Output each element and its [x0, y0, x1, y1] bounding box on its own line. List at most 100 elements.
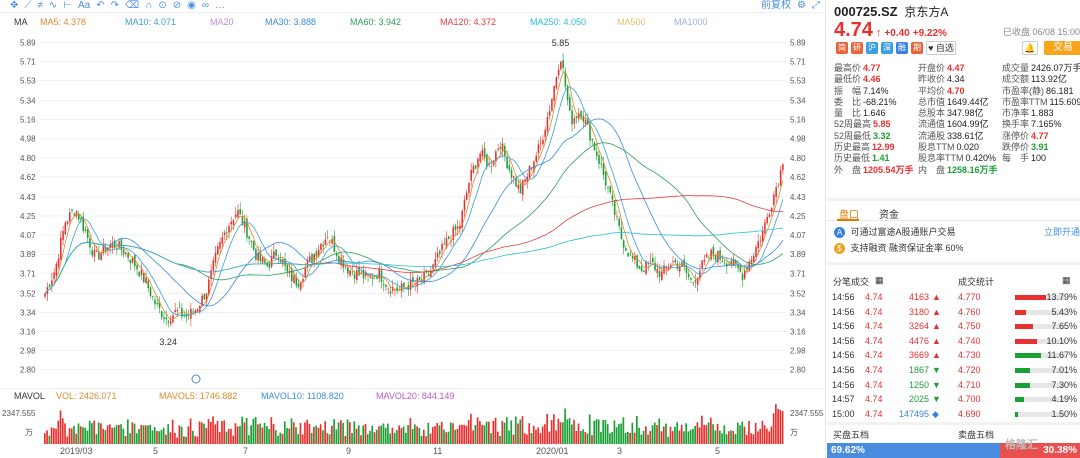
volume-bar	[736, 422, 739, 444]
candle-body	[73, 213, 76, 216]
more-icon[interactable]: …	[215, 0, 225, 11]
volume-bar	[775, 404, 777, 444]
feature-icon-1[interactable]: 简	[836, 42, 848, 54]
eye-icon[interactable]: ◉	[187, 0, 196, 11]
lock-icon[interactable]: ⊙	[158, 0, 167, 11]
volume-bar	[539, 433, 542, 444]
redo-icon[interactable]: ↷	[110, 0, 120, 11]
candle-body	[616, 216, 618, 217]
tick-header-right: 成交统计	[958, 277, 995, 287]
volume-chart[interactable]: 2347.555 万 2347.555 万	[0, 402, 826, 446]
volume-bar	[748, 420, 750, 444]
price-chart[interactable]: 5.89 5.89 5.71 5.71 5.53 5.53 5.34 5.34 5.16 5.16…	[0, 30, 826, 388]
tick-list[interactable]: 14:56 4.74 4163 ▲ 4.770 13.79% 14:56 4.74 3180 ▲ 4…	[827, 290, 1080, 421]
buy-ratio: 69.62%	[831, 445, 865, 456]
volume-bar	[113, 427, 116, 444]
volume-bar	[680, 424, 683, 444]
tick-price: 4.74	[865, 350, 883, 361]
stat-bar-fill	[1015, 338, 1037, 344]
candle-body	[369, 275, 372, 278]
tick-row: 14:57 4.74 2025 ▼ 4.700 4.19%	[827, 392, 1080, 407]
candle-body	[773, 194, 775, 206]
crosshair-tool-icon[interactable]: ✥	[10, 0, 19, 11]
feature-icon-6[interactable]: 期	[911, 42, 923, 54]
candle-body	[221, 237, 224, 244]
magnet-icon[interactable]: ∩	[145, 0, 153, 11]
volume-bar	[685, 423, 688, 444]
candle-body	[174, 310, 176, 313]
candle-body	[504, 145, 506, 156]
candle-body	[306, 260, 309, 266]
tick-settings-icon[interactable]: ▦	[875, 275, 884, 285]
candle-body	[418, 276, 421, 281]
tab-capital[interactable]: 资金	[879, 210, 899, 221]
trend-line-tool-icon[interactable]: ⟋	[24, 0, 32, 11]
y-tick-right-2: 5.53	[790, 76, 806, 85]
stat-bar-fill	[1015, 324, 1033, 330]
candle-body	[609, 186, 611, 193]
candle-body	[743, 270, 746, 279]
wave-tool-icon[interactable]: ∿	[48, 0, 58, 11]
feature-icon-2[interactable]: 研	[851, 42, 863, 54]
volume-bar	[613, 420, 616, 444]
legend-item-4: MA30: 3.888	[265, 17, 317, 27]
stat-bar-fill	[1015, 353, 1042, 359]
add-favorite-button[interactable]: ♥ 自选	[926, 41, 956, 55]
buy-book-label: 买盘五档	[833, 430, 870, 440]
volume-bar	[322, 430, 324, 444]
feature-icon-5[interactable]: 融	[896, 42, 908, 54]
volume-bar	[70, 428, 73, 444]
volume-bar	[317, 427, 320, 444]
bell-icon[interactable]: 🔔	[1022, 41, 1038, 55]
volume-bar	[620, 423, 622, 444]
volume-bar	[333, 419, 335, 444]
y-tick-left-8: 4.43	[20, 193, 36, 202]
hide-icon[interactable]: ⊘	[172, 0, 182, 11]
volume-bar	[52, 428, 55, 444]
fullscreen-icon[interactable]: ⤢	[812, 0, 820, 11]
stat-cell: 成交量 2426.07万手	[1002, 63, 1080, 74]
tick-volume: 1250	[908, 379, 929, 390]
volume-bar	[701, 415, 703, 444]
volume-bar	[618, 424, 620, 444]
candle-body	[598, 155, 600, 164]
parallel-line-tool-icon[interactable]: ≠	[37, 0, 43, 11]
stat-cell: 平均价 4.70	[918, 86, 1002, 97]
text-tool-icon[interactable]: Aa	[78, 0, 91, 11]
stat-cell: 跌停价 3.91	[1002, 142, 1080, 153]
settings-icon[interactable]: ⚙	[797, 0, 806, 11]
volume-bar	[93, 420, 96, 444]
tab-order-book[interactable]: 盘口	[839, 210, 859, 221]
undo-icon[interactable]: ↶	[96, 0, 105, 11]
candle-body	[636, 255, 638, 268]
volume-bar	[46, 430, 48, 444]
stats-settings-icon[interactable]: ▦	[1062, 275, 1071, 285]
feature-icon-3[interactable]: 沪	[866, 42, 878, 54]
divider	[827, 422, 1080, 425]
stat-cell	[1002, 165, 1080, 176]
candle-body	[214, 252, 217, 263]
volume-bar	[270, 417, 273, 444]
adjust-dropdown[interactable]: 前复权	[761, 0, 792, 11]
volume-bar	[678, 430, 681, 444]
candle-body	[241, 216, 244, 225]
volume-bar	[230, 428, 232, 444]
volume-bar	[508, 430, 510, 444]
candle-body	[506, 157, 508, 169]
trade-button[interactable]: 交易	[1044, 41, 1080, 55]
link-icon[interactable]: ∞	[201, 0, 209, 11]
volume-bar	[416, 426, 418, 444]
candle-body	[93, 249, 96, 257]
delete-icon[interactable]: ⌫	[125, 0, 140, 11]
stat-cell: 历史最高 12.99	[834, 142, 918, 153]
open-account-link[interactable]: 立即开通	[1043, 227, 1080, 237]
volume-bar	[624, 433, 627, 444]
feature-icon-4[interactable]: 深	[881, 42, 893, 54]
volume-bar	[721, 433, 723, 444]
candle-body	[447, 236, 450, 240]
candle-body	[436, 253, 439, 258]
measure-tool-icon[interactable]: ⊢	[63, 0, 72, 11]
tick-direction-icon: ▼	[932, 394, 941, 405]
volume-bar	[384, 427, 387, 444]
y-tick-left-7: 4.62	[20, 173, 36, 182]
